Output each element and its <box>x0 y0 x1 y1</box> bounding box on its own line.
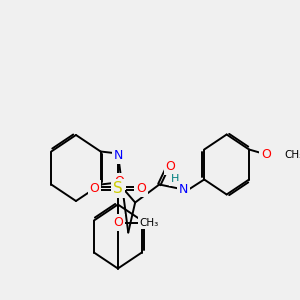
Text: O: O <box>136 182 146 195</box>
Text: CH₃: CH₃ <box>139 218 159 227</box>
Text: O: O <box>166 160 176 173</box>
Text: O: O <box>90 182 100 195</box>
Text: N: N <box>179 183 188 196</box>
Text: N: N <box>114 149 123 162</box>
Text: S: S <box>113 181 123 196</box>
Text: O: O <box>261 148 271 161</box>
Text: H: H <box>171 175 179 184</box>
Text: O: O <box>114 175 124 188</box>
Text: CH₃: CH₃ <box>284 149 300 160</box>
Text: O: O <box>113 216 123 229</box>
